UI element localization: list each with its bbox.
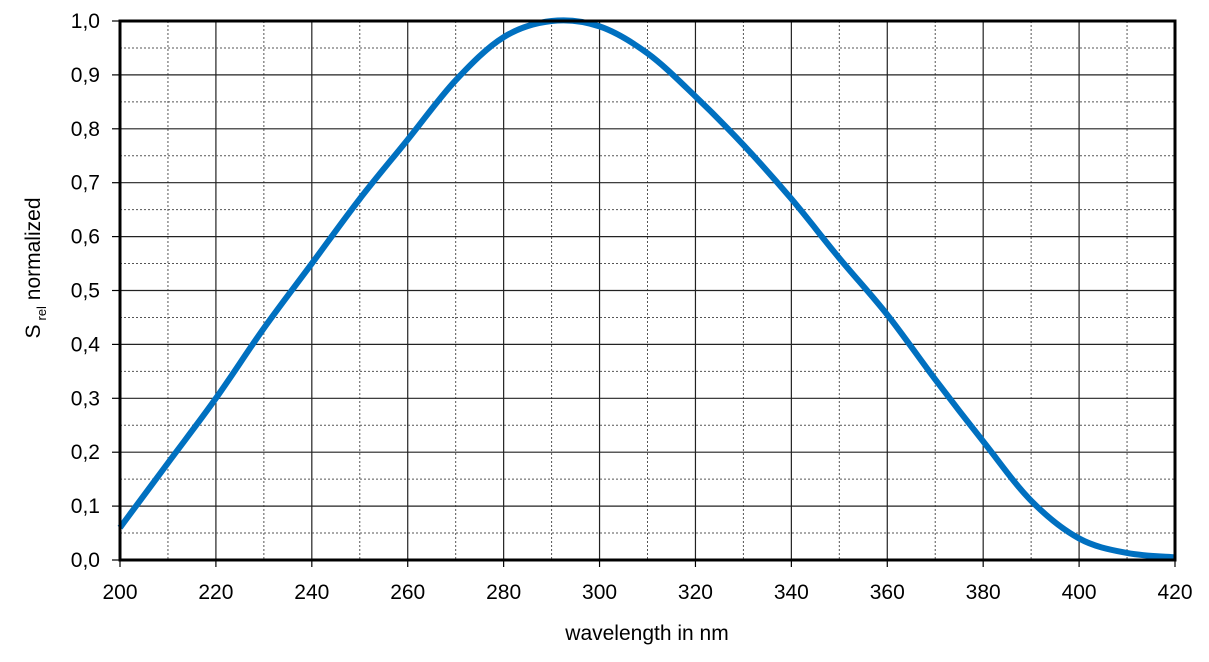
x-tick-label: 360 [870, 581, 905, 604]
y-tick-label: 1,0 [71, 10, 100, 33]
x-tick-label: 260 [390, 581, 425, 604]
y-axis-label: Srel normalized [22, 197, 49, 338]
y-tick-label: 0,5 [71, 280, 100, 303]
axis-ticks: 200 220 240 260 280 300 320 340 360 380 400 420 0,0 0… [71, 10, 1193, 604]
series-line [117, 17, 1176, 561]
x-tick-label: 280 [486, 581, 521, 604]
y-tick-label: 0,9 [71, 64, 100, 87]
y-tick-label: 0,6 [71, 226, 100, 249]
x-axis-label: wavelength in nm [564, 622, 728, 645]
y-tick-label: 0,3 [71, 387, 100, 410]
x-tick-label: 300 [582, 581, 617, 604]
x-tick-label: 200 [102, 581, 137, 604]
y-tick-label: 0,1 [71, 495, 100, 518]
grid [119, 20, 1176, 561]
y-tick-label: 0,2 [71, 441, 100, 464]
y-tick-label: 0,7 [71, 172, 100, 195]
x-tick-label: 340 [774, 581, 809, 604]
x-tick-label: 420 [1157, 581, 1192, 604]
x-tick-label: 380 [966, 581, 1001, 604]
x-tick-label: 220 [198, 581, 233, 604]
x-tick-label: 400 [1062, 581, 1097, 604]
x-tick-label: 240 [294, 581, 329, 604]
x-tick-label: 320 [678, 581, 713, 604]
series-layer [117, 17, 1176, 561]
y-tick-label: 0,4 [71, 333, 101, 356]
y-tick-label: 0,0 [71, 549, 100, 572]
y-axis-label-main: S [22, 325, 45, 339]
y-tick-label: 0,8 [71, 118, 100, 141]
y-axis-label-suffix: normalized [22, 197, 45, 306]
y-axis-label-subscript: rel [34, 306, 49, 321]
